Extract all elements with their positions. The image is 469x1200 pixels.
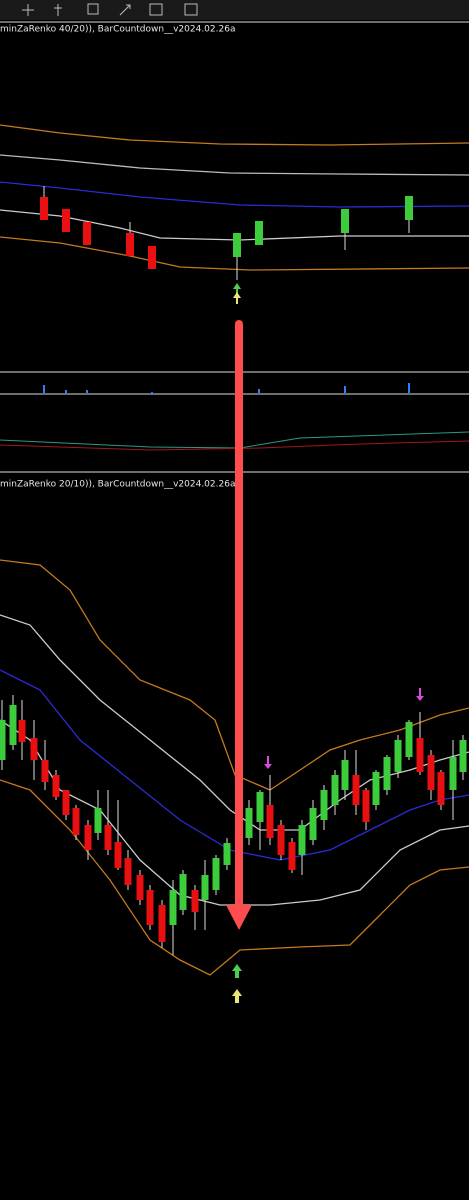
candle-body [320,790,328,820]
candle-body [233,233,241,257]
upper-candles [40,186,413,280]
histogram [43,383,410,395]
candle-body [405,722,413,757]
candle-body [169,890,177,925]
candle-body [341,209,349,233]
indicator-line [0,440,469,451]
lower-bands [0,559,469,976]
candle-body [114,842,122,868]
candle-body [362,790,370,822]
candle-body [40,197,48,220]
panel-header: minZaRenko 20/10)), BarCountdown__v2024.… [0,480,235,490]
candle-body [394,740,402,772]
lower-candles [0,695,467,955]
candle-body [83,222,91,245]
candle-body [179,874,187,910]
candle-body [94,808,102,833]
candle-body [18,720,26,742]
buy-arrow [233,283,241,294]
signal-arrow [232,989,242,1003]
candle-body [72,808,80,835]
candle-body [104,825,112,850]
candle-body [62,790,70,815]
band [0,779,469,976]
sell-arrow [416,688,424,701]
signal-arrow [233,292,241,304]
candle-body [201,875,209,900]
arrow-icon[interactable] [119,4,131,16]
candle-body [191,890,199,912]
line-icon[interactable] [54,4,62,16]
candle-body [62,209,70,232]
band [0,209,469,241]
candle-body [84,825,92,850]
candle-body [0,720,6,760]
candle-body [341,760,349,790]
candle-body [309,808,317,840]
candle-body [124,858,132,885]
candle-body [372,772,380,805]
candle-body [256,792,264,822]
panel-header: minZaRenko 40/20)), BarCountdown__v2024.… [0,25,235,35]
sell-arrow [264,756,272,769]
candle-body [212,858,220,890]
window-icon[interactable] [184,3,198,16]
candle-body [427,755,435,790]
candle-body [449,757,457,790]
candle-body [30,738,38,760]
candle-body [352,775,360,805]
candle-body [148,246,156,269]
candle-body [331,775,339,805]
candle-body [158,905,166,942]
candle-body [126,233,134,256]
candle-body [223,843,231,865]
toolbar-bg [0,0,469,20]
candle-body [416,738,424,772]
annotation-arrow-shaft [235,320,243,910]
candle-body [383,757,391,790]
window-icon[interactable] [149,3,163,16]
band [0,181,469,208]
candle-body [136,875,144,900]
band [0,669,469,861]
candle-body [146,890,154,925]
candle-body [459,740,467,772]
icon[interactable] [87,3,99,15]
candle-body [405,196,413,220]
band [0,614,469,831]
buy-arrow [232,964,242,978]
annotation-arrow-head [226,905,252,930]
toolbar [0,0,469,20]
candle-body [41,760,49,782]
band [0,154,469,176]
candle-body [266,805,274,838]
candle-body [288,842,296,870]
crosshair-icon[interactable] [22,4,34,16]
candle-body [52,775,60,797]
candle-body [255,221,263,245]
band [0,719,469,906]
candle-body [245,808,253,838]
candle-body [437,772,445,805]
band [0,124,469,146]
candle-body [298,825,306,855]
candle-body [9,705,17,745]
candle-body [277,825,285,855]
